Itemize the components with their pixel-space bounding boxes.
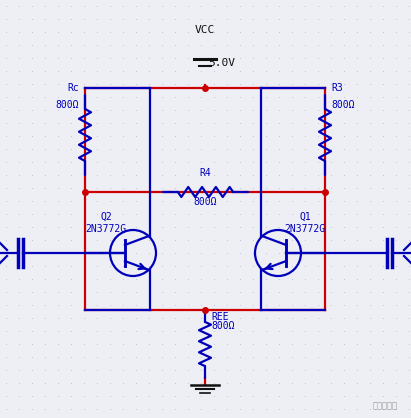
Text: R4: R4 xyxy=(200,168,211,178)
Text: 5.0V: 5.0V xyxy=(208,59,235,69)
Text: R3: R3 xyxy=(331,83,343,93)
Text: 800Ω: 800Ω xyxy=(55,100,79,110)
Text: Q2: Q2 xyxy=(100,212,112,222)
Text: Q1: Q1 xyxy=(299,212,311,222)
Text: 800Ω: 800Ω xyxy=(211,321,235,331)
Text: 2N3772G: 2N3772G xyxy=(85,224,127,234)
Text: 800Ω: 800Ω xyxy=(194,197,217,207)
Text: Rc: Rc xyxy=(67,83,79,93)
Text: REE: REE xyxy=(211,312,229,322)
Text: 电路一点通: 电路一点通 xyxy=(373,401,398,410)
Text: 800Ω: 800Ω xyxy=(331,100,355,110)
Text: 2N3772G: 2N3772G xyxy=(284,224,326,234)
Text: VCC: VCC xyxy=(195,25,215,35)
